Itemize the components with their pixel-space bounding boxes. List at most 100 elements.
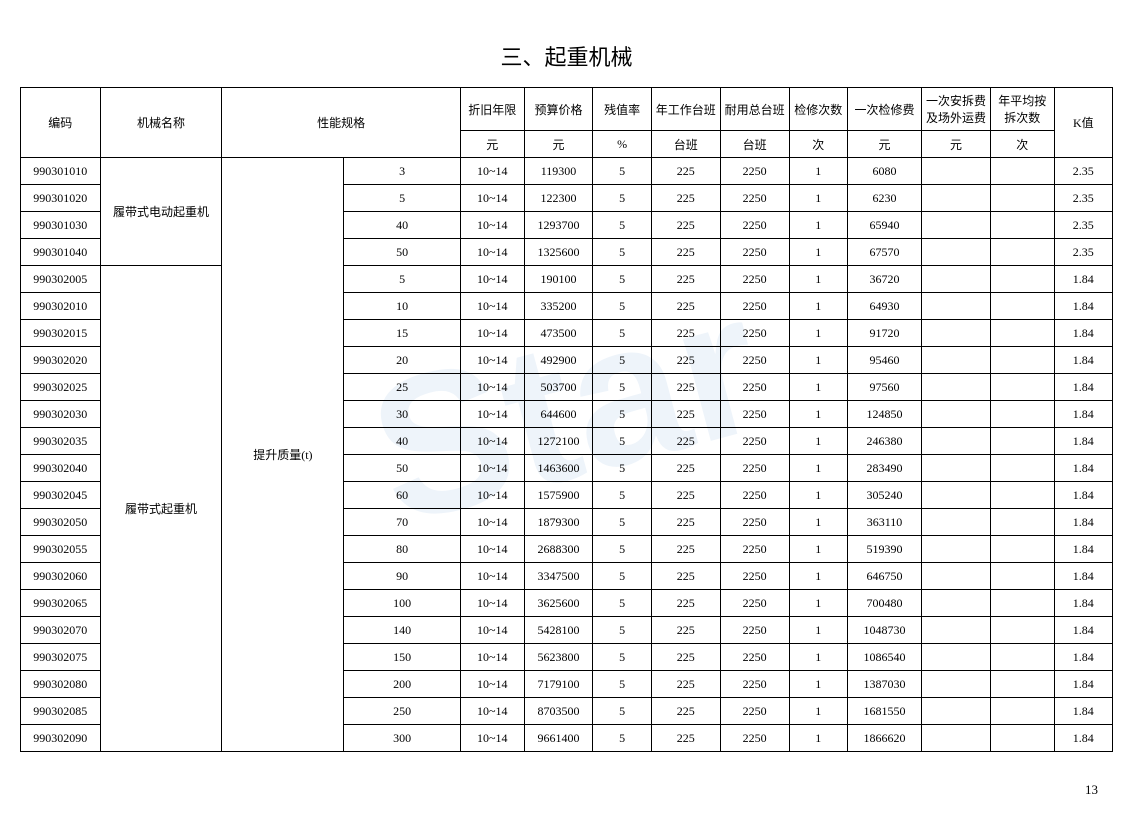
- cell-annual: 225: [651, 590, 720, 617]
- cell-durable: 2250: [720, 266, 789, 293]
- cell-maint-count: 1: [789, 158, 847, 185]
- cell-depr: 10~14: [460, 644, 524, 671]
- cell-code: 990302055: [21, 536, 101, 563]
- cell-annual: 225: [651, 671, 720, 698]
- cell-annual: 225: [651, 725, 720, 752]
- cell-budget: 1463600: [524, 455, 593, 482]
- th-kvalue: K值: [1054, 88, 1112, 158]
- cell-k: 1.84: [1054, 671, 1112, 698]
- cell-depr: 10~14: [460, 347, 524, 374]
- cell-resid: 5: [593, 293, 651, 320]
- cell-depr: 10~14: [460, 428, 524, 455]
- cell-code: 990302010: [21, 293, 101, 320]
- cell-k: 1.84: [1054, 536, 1112, 563]
- cell-avg: [990, 374, 1054, 401]
- cell-durable: 2250: [720, 644, 789, 671]
- page-title: 三、起重机械: [20, 40, 1113, 72]
- cell-depr: 10~14: [460, 482, 524, 509]
- cell-spec-value: 150: [344, 644, 461, 671]
- cell-k: 1.84: [1054, 698, 1112, 725]
- cell-maint-fee: 64930: [847, 293, 921, 320]
- cell-budget: 7179100: [524, 671, 593, 698]
- cell-code: 990302035: [21, 428, 101, 455]
- cell-depr: 10~14: [460, 671, 524, 698]
- th-name: 机械名称: [100, 88, 222, 158]
- cell-durable: 2250: [720, 671, 789, 698]
- cell-depr: 10~14: [460, 563, 524, 590]
- cell-resid: 5: [593, 563, 651, 590]
- cell-maint-fee: 97560: [847, 374, 921, 401]
- cell-depr: 10~14: [460, 293, 524, 320]
- cell-install: [922, 590, 991, 617]
- cell-annual: 225: [651, 320, 720, 347]
- cell-install: [922, 428, 991, 455]
- cell-spec-value: 300: [344, 725, 461, 752]
- cell-resid: 5: [593, 509, 651, 536]
- cell-avg: [990, 428, 1054, 455]
- cell-annual: 225: [651, 455, 720, 482]
- cell-spec-value: 50: [344, 239, 461, 266]
- cell-code: 990302070: [21, 617, 101, 644]
- cell-install: [922, 671, 991, 698]
- cell-annual: 225: [651, 347, 720, 374]
- cell-avg: [990, 320, 1054, 347]
- cell-budget: 3347500: [524, 563, 593, 590]
- th-durable: 耐用总台班: [720, 88, 789, 131]
- cell-k: 1.84: [1054, 725, 1112, 752]
- machinery-table: 编码 机械名称 性能规格 折旧年限 预算价格 残值率 年工作台班 耐用总台班 检…: [20, 87, 1113, 752]
- cell-budget: 5623800: [524, 644, 593, 671]
- cell-depr: 10~14: [460, 509, 524, 536]
- cell-k: 1.84: [1054, 590, 1112, 617]
- cell-maint-count: 1: [789, 590, 847, 617]
- cell-maint-fee: 1086540: [847, 644, 921, 671]
- cell-install: [922, 401, 991, 428]
- cell-k: 1.84: [1054, 482, 1112, 509]
- cell-maint-fee: 95460: [847, 347, 921, 374]
- cell-resid: 5: [593, 455, 651, 482]
- cell-annual: 225: [651, 644, 720, 671]
- cell-annual: 225: [651, 401, 720, 428]
- cell-maint-fee: 65940: [847, 212, 921, 239]
- cell-depr: 10~14: [460, 536, 524, 563]
- cell-maint-fee: 91720: [847, 320, 921, 347]
- cell-annual: 225: [651, 374, 720, 401]
- cell-maint-fee: 363110: [847, 509, 921, 536]
- cell-k: 1.84: [1054, 401, 1112, 428]
- cell-code: 990301030: [21, 212, 101, 239]
- cell-avg: [990, 536, 1054, 563]
- cell-budget: 122300: [524, 185, 593, 212]
- cell-maint-count: 1: [789, 617, 847, 644]
- cell-annual: 225: [651, 293, 720, 320]
- th-depr-life: 折旧年限: [460, 88, 524, 131]
- cell-maint-count: 1: [789, 536, 847, 563]
- cell-spec-value: 15: [344, 320, 461, 347]
- cell-code: 990302090: [21, 725, 101, 752]
- cell-depr: 10~14: [460, 320, 524, 347]
- cell-maint-count: 1: [789, 482, 847, 509]
- cell-maint-count: 1: [789, 644, 847, 671]
- cell-avg: [990, 239, 1054, 266]
- cell-durable: 2250: [720, 347, 789, 374]
- cell-spec-value: 80: [344, 536, 461, 563]
- th-unit-durable: 台班: [720, 131, 789, 158]
- cell-code: 990301020: [21, 185, 101, 212]
- cell-k: 2.35: [1054, 185, 1112, 212]
- cell-resid: 5: [593, 374, 651, 401]
- cell-maint-count: 1: [789, 293, 847, 320]
- cell-maint-count: 1: [789, 725, 847, 752]
- cell-install: [922, 617, 991, 644]
- cell-annual: 225: [651, 617, 720, 644]
- cell-budget: 9661400: [524, 725, 593, 752]
- cell-maint-count: 1: [789, 239, 847, 266]
- cell-maint-count: 1: [789, 320, 847, 347]
- cell-maint-fee: 1387030: [847, 671, 921, 698]
- cell-install: [922, 455, 991, 482]
- th-annual: 年工作台班: [651, 88, 720, 131]
- cell-spec-label: 提升质量(t): [222, 158, 344, 752]
- th-install: 一次安拆费及场外运费: [922, 88, 991, 131]
- cell-maint-fee: 519390: [847, 536, 921, 563]
- cell-durable: 2250: [720, 401, 789, 428]
- cell-k: 1.84: [1054, 509, 1112, 536]
- cell-annual: 225: [651, 185, 720, 212]
- cell-budget: 503700: [524, 374, 593, 401]
